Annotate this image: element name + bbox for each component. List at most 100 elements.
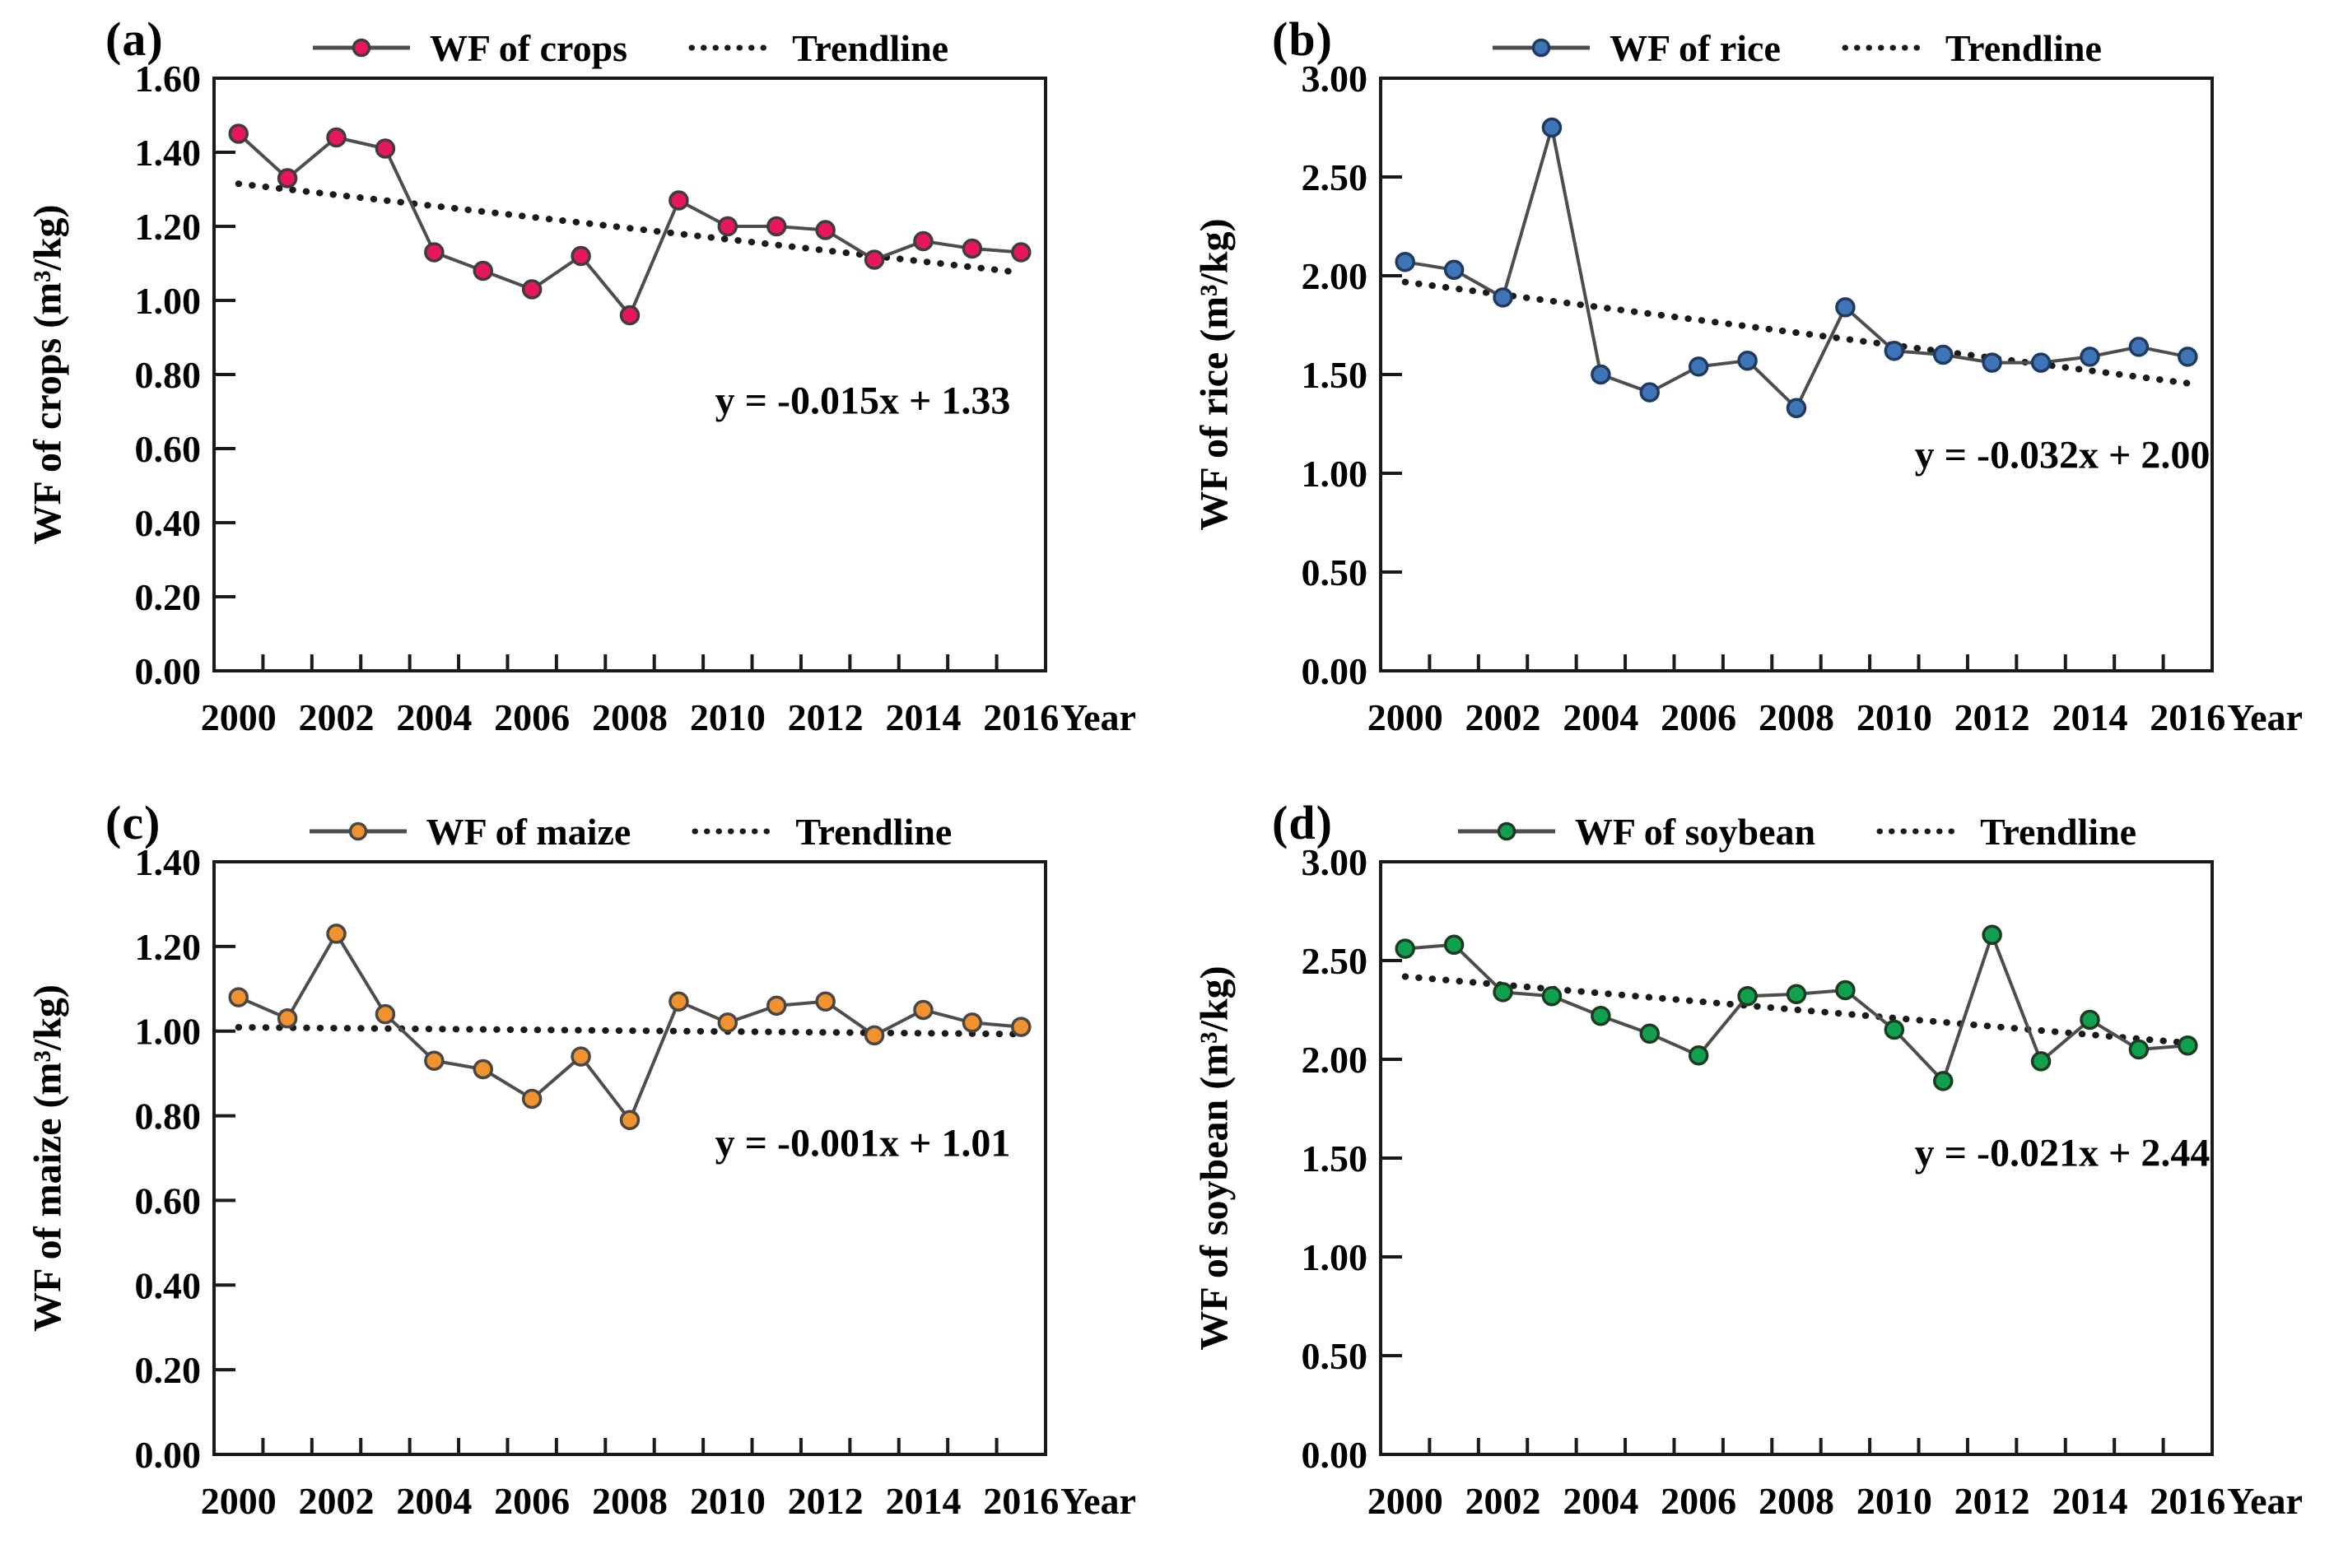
x-tick-label: 2016 [983,1480,1059,1522]
legend: WF of rice Trendline [1381,21,2212,74]
x-tick-label: 2006 [1661,1480,1736,1522]
panel-a: 0.00 0.20 0.40 0.60 0.80 1.00 1.20 1.40 1.60 2000… [0,0,1167,784]
panel-letter: (d) [1272,796,1333,849]
x-axis-unit-label: Year [1060,696,1136,738]
data-point-marker [1011,1017,1032,1037]
series-legend-label: WF of soybean [1574,810,1816,853]
y-axis-title: WF of crops (m³/kg) [26,204,70,545]
series-legend-label: WF of maize [426,810,631,853]
y-tick-label: 2.00 [1302,1039,1368,1081]
legend: WF of maize Trendline [214,805,1046,858]
data-point-marker [1493,982,1513,1003]
data-point-marker [1591,364,1611,385]
data-point-marker [326,924,347,944]
y-tick-label: 0.00 [135,650,202,692]
x-axis-unit-label: Year [2227,1480,2303,1522]
line-marker-icon [312,38,410,58]
y-tick-label: 0.00 [1302,650,1368,692]
y-tick-label: 0.60 [135,428,202,470]
dotted-line-icon [692,828,777,835]
data-point-marker [669,991,689,1012]
trendline-swatch [1842,31,1927,64]
chart-canvas: 0.00 0.50 1.00 1.50 2.00 2.50 3.00 2000 2002 2004… [1302,841,2303,1522]
panel-c: 0.00 0.20 0.40 0.60 0.80 1.00 1.20 1.40 2000 2002… [0,784,1167,1568]
data-point-marker [473,1059,494,1080]
data-point-marker [766,216,787,237]
trendline-legend-label: Trendline [1945,26,2102,69]
y-axis-title: WF of soybean (m³/kg) [1192,965,1237,1351]
x-tick-label: 2014 [2052,696,2127,738]
x-tick-label: 2006 [494,1480,570,1522]
data-point-marker [571,245,591,267]
panel-letter: (a) [105,12,164,66]
series-line [237,133,1022,317]
data-point-marker [2128,1039,2150,1060]
y-tick-label: 1.00 [135,1011,202,1053]
data-point-marker [1443,259,1465,281]
y-tick-label: 3.00 [1302,841,1368,883]
y-tick-label: 1.00 [1302,453,1368,495]
y-tick-label: 0.80 [135,354,202,396]
data-point-marker [1737,350,1758,371]
y-tick-label: 0.40 [135,502,202,544]
x-tick-label: 2014 [885,1480,961,1522]
y-tick-label: 2.50 [1302,156,1368,198]
x-axis-unit-label: Year [1060,1480,1136,1522]
dotted-line-icon [1842,44,1927,51]
data-point-marker [228,123,249,144]
data-point-marker [815,220,836,240]
y-tick-label: 0.00 [1302,1434,1368,1476]
chart-canvas: 0.00 0.20 0.40 0.60 0.80 1.00 1.20 1.40 2000 2002… [135,841,1136,1522]
data-point-marker [2178,347,2198,367]
data-point-marker [766,995,787,1017]
y-tick-label: 1.00 [135,280,202,322]
y-tick-label: 2.50 [1302,940,1368,982]
trendline-equation: y = -0.021x + 2.44 [1914,1131,2211,1175]
data-point-marker [717,1012,738,1033]
series-legend-label: WF of crops [429,26,628,69]
chart-canvas: 0.00 0.50 1.00 1.50 2.00 2.50 3.00 2000 2002 2004… [1302,58,2303,738]
data-point-marker [424,1050,445,1071]
data-point-marker [1639,1023,1661,1045]
data-point-marker [1541,985,1563,1007]
data-point-marker [375,1003,396,1025]
data-point-marker [2178,1035,2198,1056]
x-tick-label: 2002 [1465,696,1541,738]
panel-letter: (b) [1272,12,1333,66]
data-point-marker [1932,344,1954,365]
data-point-marker [326,127,347,148]
y-tick-label: 0.20 [135,576,202,618]
x-tick-label: 2000 [201,1480,277,1522]
data-point-marker [619,1110,641,1130]
trendline [235,180,1025,277]
x-tick-label: 2012 [1954,696,2030,738]
x-tick-label: 2012 [788,696,864,738]
trendline-equation: y = -0.032x + 2.00 [1914,433,2211,477]
x-tick-label: 2004 [396,1480,472,1522]
series-line-swatch [308,815,408,848]
chart-canvas: 0.00 0.20 0.40 0.60 0.80 1.00 1.20 1.40 1.60 2000… [135,58,1136,738]
trendline [1401,973,2192,1047]
data-point-marker [424,242,445,263]
series-line-swatch [1491,31,1591,64]
data-point-marker [1932,1071,1954,1091]
plot-area: 0.00 0.50 1.00 1.50 2.00 2.50 3.00 2000 2002 2004… [1167,0,2333,784]
y-tick-label: 0.50 [1302,1335,1368,1377]
plot-area: 0.00 0.50 1.00 1.50 2.00 2.50 3.00 2000 2002 2004… [1167,784,2333,1567]
data-point-marker [913,999,934,1021]
x-tick-label: 2000 [1367,696,1443,738]
y-axis-title: WF of rice (m³/kg) [1192,218,1237,531]
y-tick-label: 0.50 [1302,551,1368,593]
data-point-marker [2080,1009,2100,1031]
y-tick-label: 0.00 [135,1434,202,1476]
x-tick-label: 2002 [299,1480,375,1522]
x-tick-label: 2010 [690,1480,766,1522]
data-point-marker [864,1025,885,1046]
data-point-marker [277,1008,298,1029]
x-tick-label: 2010 [1856,1480,1932,1522]
x-tick-label: 2014 [2052,1480,2127,1522]
data-point-marker [962,1012,983,1033]
data-point-marker [864,249,885,270]
data-point-marker [619,305,641,326]
